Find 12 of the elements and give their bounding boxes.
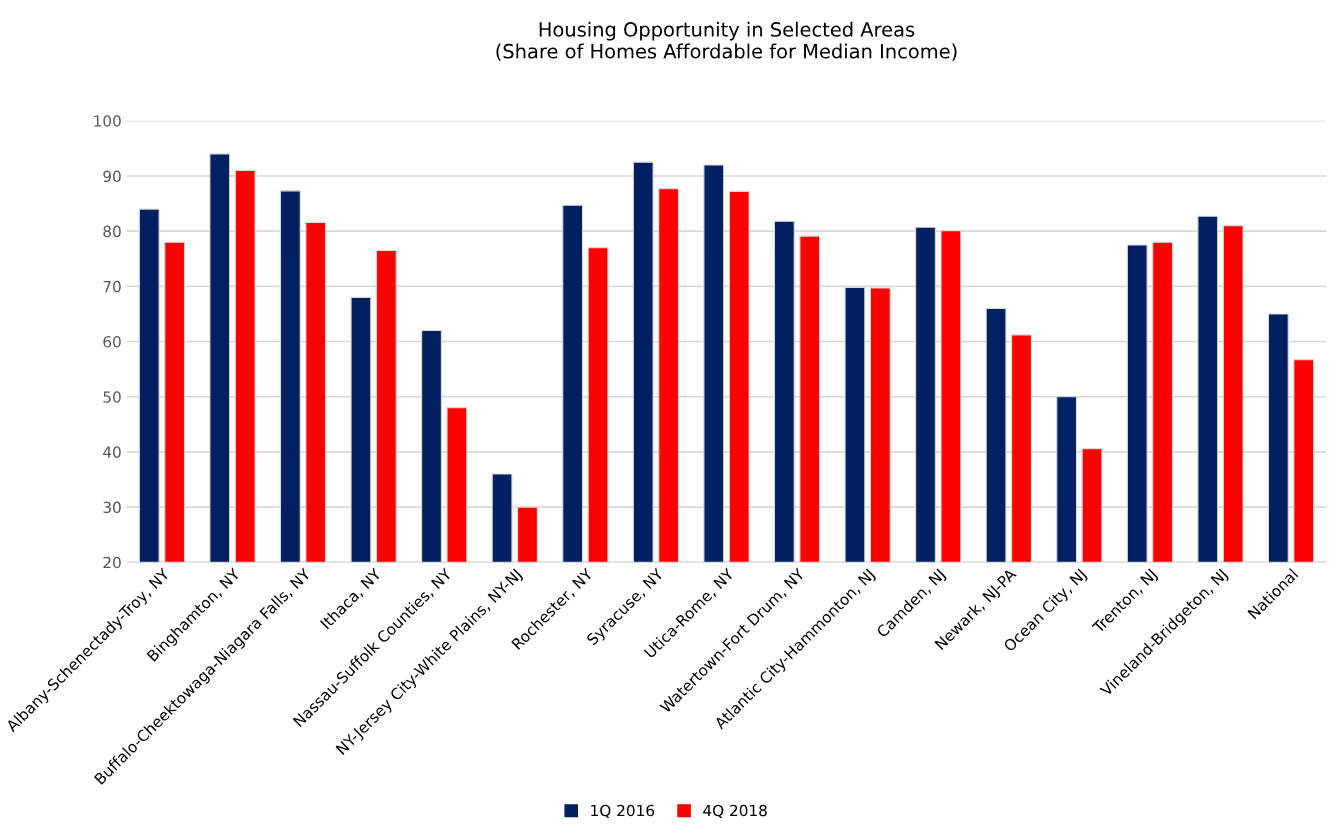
chart-title: Housing Opportunity in Selected Areas (Share of Homes Affordable for Median Income) [496,21,957,61]
y-tick-label: 90 [103,170,121,182]
y-tick-label: 80 [103,225,121,238]
y-tick-label: 60 [103,336,121,348]
y-tick-label: 70 [103,280,121,293]
y-tick-label: 100 [94,115,121,127]
legend-label: 4Q 2018 [703,804,767,819]
legend-label: 1Q 2016 [591,804,655,819]
y-tick-label: 50 [103,391,121,403]
y-tick-label: 20 [103,556,121,569]
y-tick-label: 30 [103,501,121,514]
y-tick-label: 40 [103,446,121,458]
